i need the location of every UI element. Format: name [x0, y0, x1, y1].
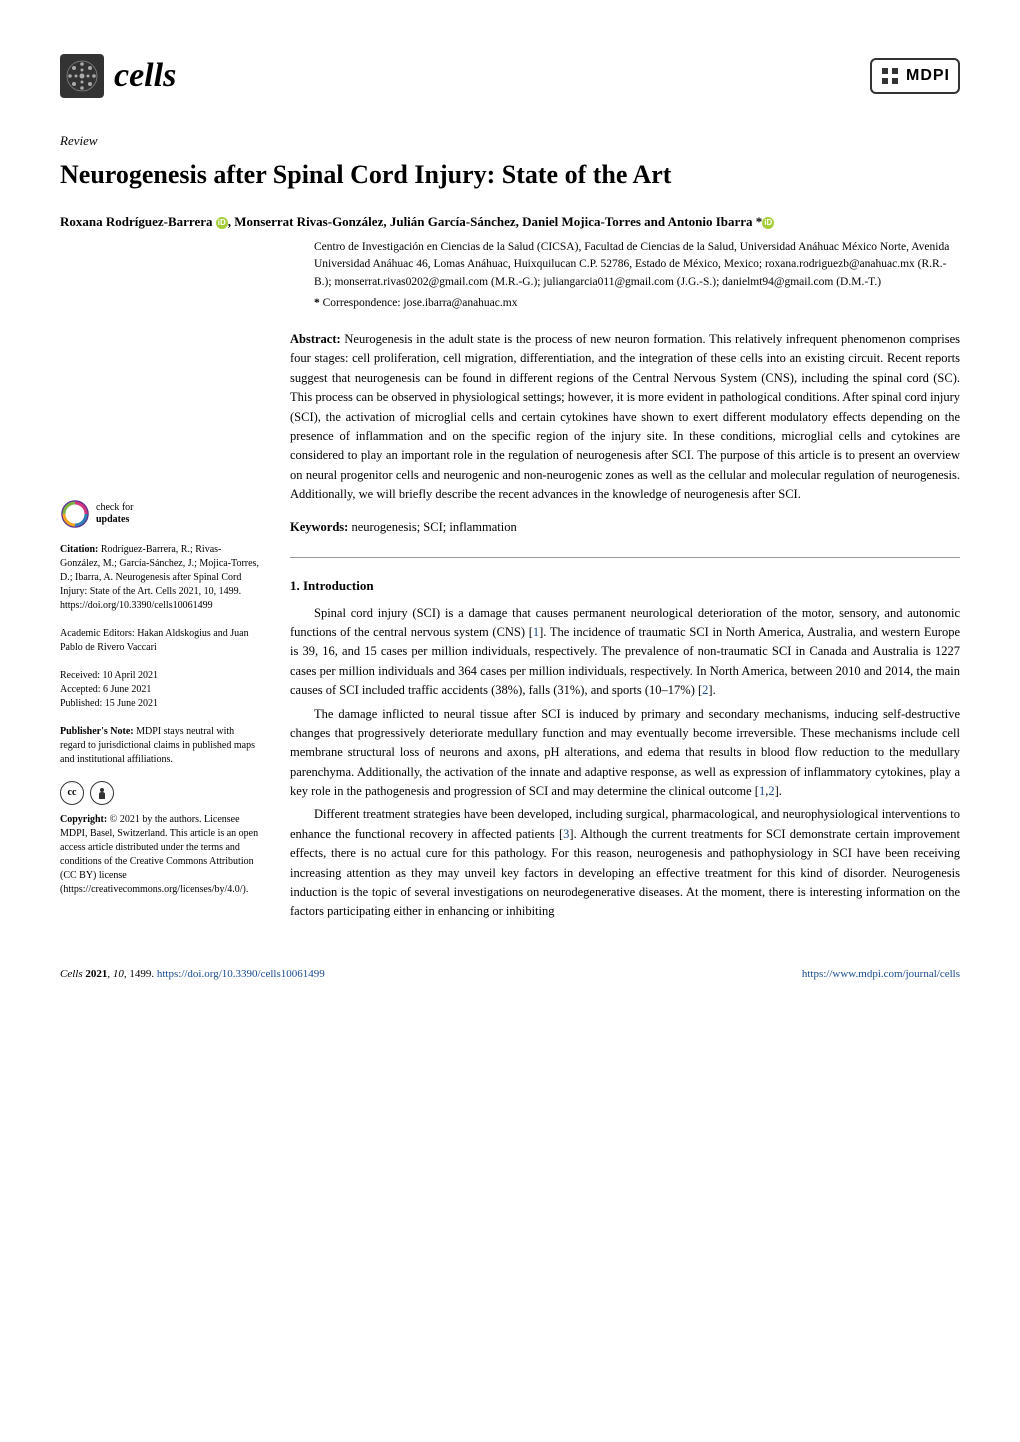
ref-link[interactable]: 2 — [768, 784, 774, 798]
footer-left: Cells 2021, 10, 1499. https://doi.org/10… — [60, 966, 325, 983]
mdpi-text: MDPI — [906, 64, 950, 88]
check-updates[interactable]: check for updates — [60, 499, 260, 529]
published-date: Published: 15 June 2021 — [60, 697, 260, 711]
article-title: Neurogenesis after Spinal Cord Injury: S… — [60, 155, 960, 194]
ref-link[interactable]: 3 — [563, 827, 569, 841]
orcid-icon[interactable] — [216, 217, 228, 229]
by-icon — [90, 781, 114, 805]
journal-logo: cells — [60, 50, 176, 101]
check-updates-icon — [60, 499, 90, 529]
article-type: Review — [60, 131, 960, 151]
footer: Cells 2021, 10, 1499. https://doi.org/10… — [60, 966, 960, 983]
section-heading: 1. Introduction — [290, 576, 960, 596]
abstract-label: Abstract: — [290, 332, 341, 346]
paragraph: The damage inflicted to neural tissue af… — [290, 705, 960, 802]
mdpi-icon — [880, 66, 900, 86]
copyright-block: Copyright: © 2021 by the authors. Licens… — [60, 813, 260, 897]
doi-link[interactable]: https://doi.org/10.3390/cells10061499 — [157, 968, 325, 980]
accepted-date: Accepted: 6 June 2021 — [60, 683, 260, 697]
journal-link[interactable]: https://www.mdpi.com/journal/cells — [802, 968, 960, 980]
header: cells MDPI — [60, 50, 960, 101]
divider — [290, 557, 960, 558]
copyright-text: © 2021 by the authors. Licensee MDPI, Ba… — [60, 814, 258, 895]
authors: Roxana Rodríguez-Barrera , Monserrat Riv… — [60, 212, 960, 232]
abstract: Abstract: Neurogenesis in the adult stat… — [290, 330, 960, 504]
citation-label: Citation: — [60, 544, 98, 555]
editors-label: Academic Editors: — [60, 628, 135, 639]
check-line2: updates — [96, 514, 129, 525]
ref-link[interactable]: 1 — [533, 625, 539, 639]
mdpi-logo: MDPI — [870, 58, 960, 94]
citation-block: Citation: Rodríguez-Barrera, R.; Rivas-G… — [60, 543, 260, 613]
journal-name: cells — [114, 50, 176, 101]
copyright-label: Copyright: — [60, 814, 107, 825]
ref-link[interactable]: 1 — [759, 784, 765, 798]
keywords: Keywords: neurogenesis; SCI; inflammatio… — [290, 518, 960, 537]
correspondence: * Correspondence: jose.ibarra@anahuac.mx — [314, 295, 960, 312]
paragraph: Spinal cord injury (SCI) is a damage tha… — [290, 604, 960, 701]
orcid-icon[interactable] — [762, 217, 774, 229]
check-line1: check for — [96, 502, 133, 513]
keywords-text: neurogenesis; SCI; inflammation — [351, 520, 516, 534]
sidebar: check for updates Citation: Rodríguez-Ba… — [60, 239, 260, 926]
abstract-text: Neurogenesis in the adult state is the p… — [290, 332, 960, 501]
publisher-note-block: Publisher's Note: MDPI stays neutral wit… — [60, 725, 260, 767]
cells-icon — [60, 54, 104, 98]
main-column: Centro de Investigación en Ciencias de l… — [290, 239, 960, 926]
editors-block: Academic Editors: Hakan Aldskogius and J… — [60, 627, 260, 655]
affiliation: Centro de Investigación en Ciencias de l… — [314, 239, 960, 291]
correspondence-text: Correspondence: jose.ibarra@anahuac.mx — [323, 297, 518, 309]
cc-icon: cc — [60, 781, 84, 805]
footer-right: https://www.mdpi.com/journal/cells — [802, 966, 960, 983]
paragraph: Different treatment strategies have been… — [290, 805, 960, 921]
publisher-note-label: Publisher's Note: — [60, 726, 134, 737]
correspondence-star: * — [314, 297, 320, 309]
cc-badges: cc — [60, 781, 260, 805]
check-updates-label: check for updates — [96, 502, 133, 526]
dates-block: Received: 10 April 2021 Accepted: 6 June… — [60, 669, 260, 711]
ref-link[interactable]: 2 — [702, 683, 708, 697]
keywords-label: Keywords: — [290, 520, 348, 534]
received-date: Received: 10 April 2021 — [60, 669, 260, 683]
